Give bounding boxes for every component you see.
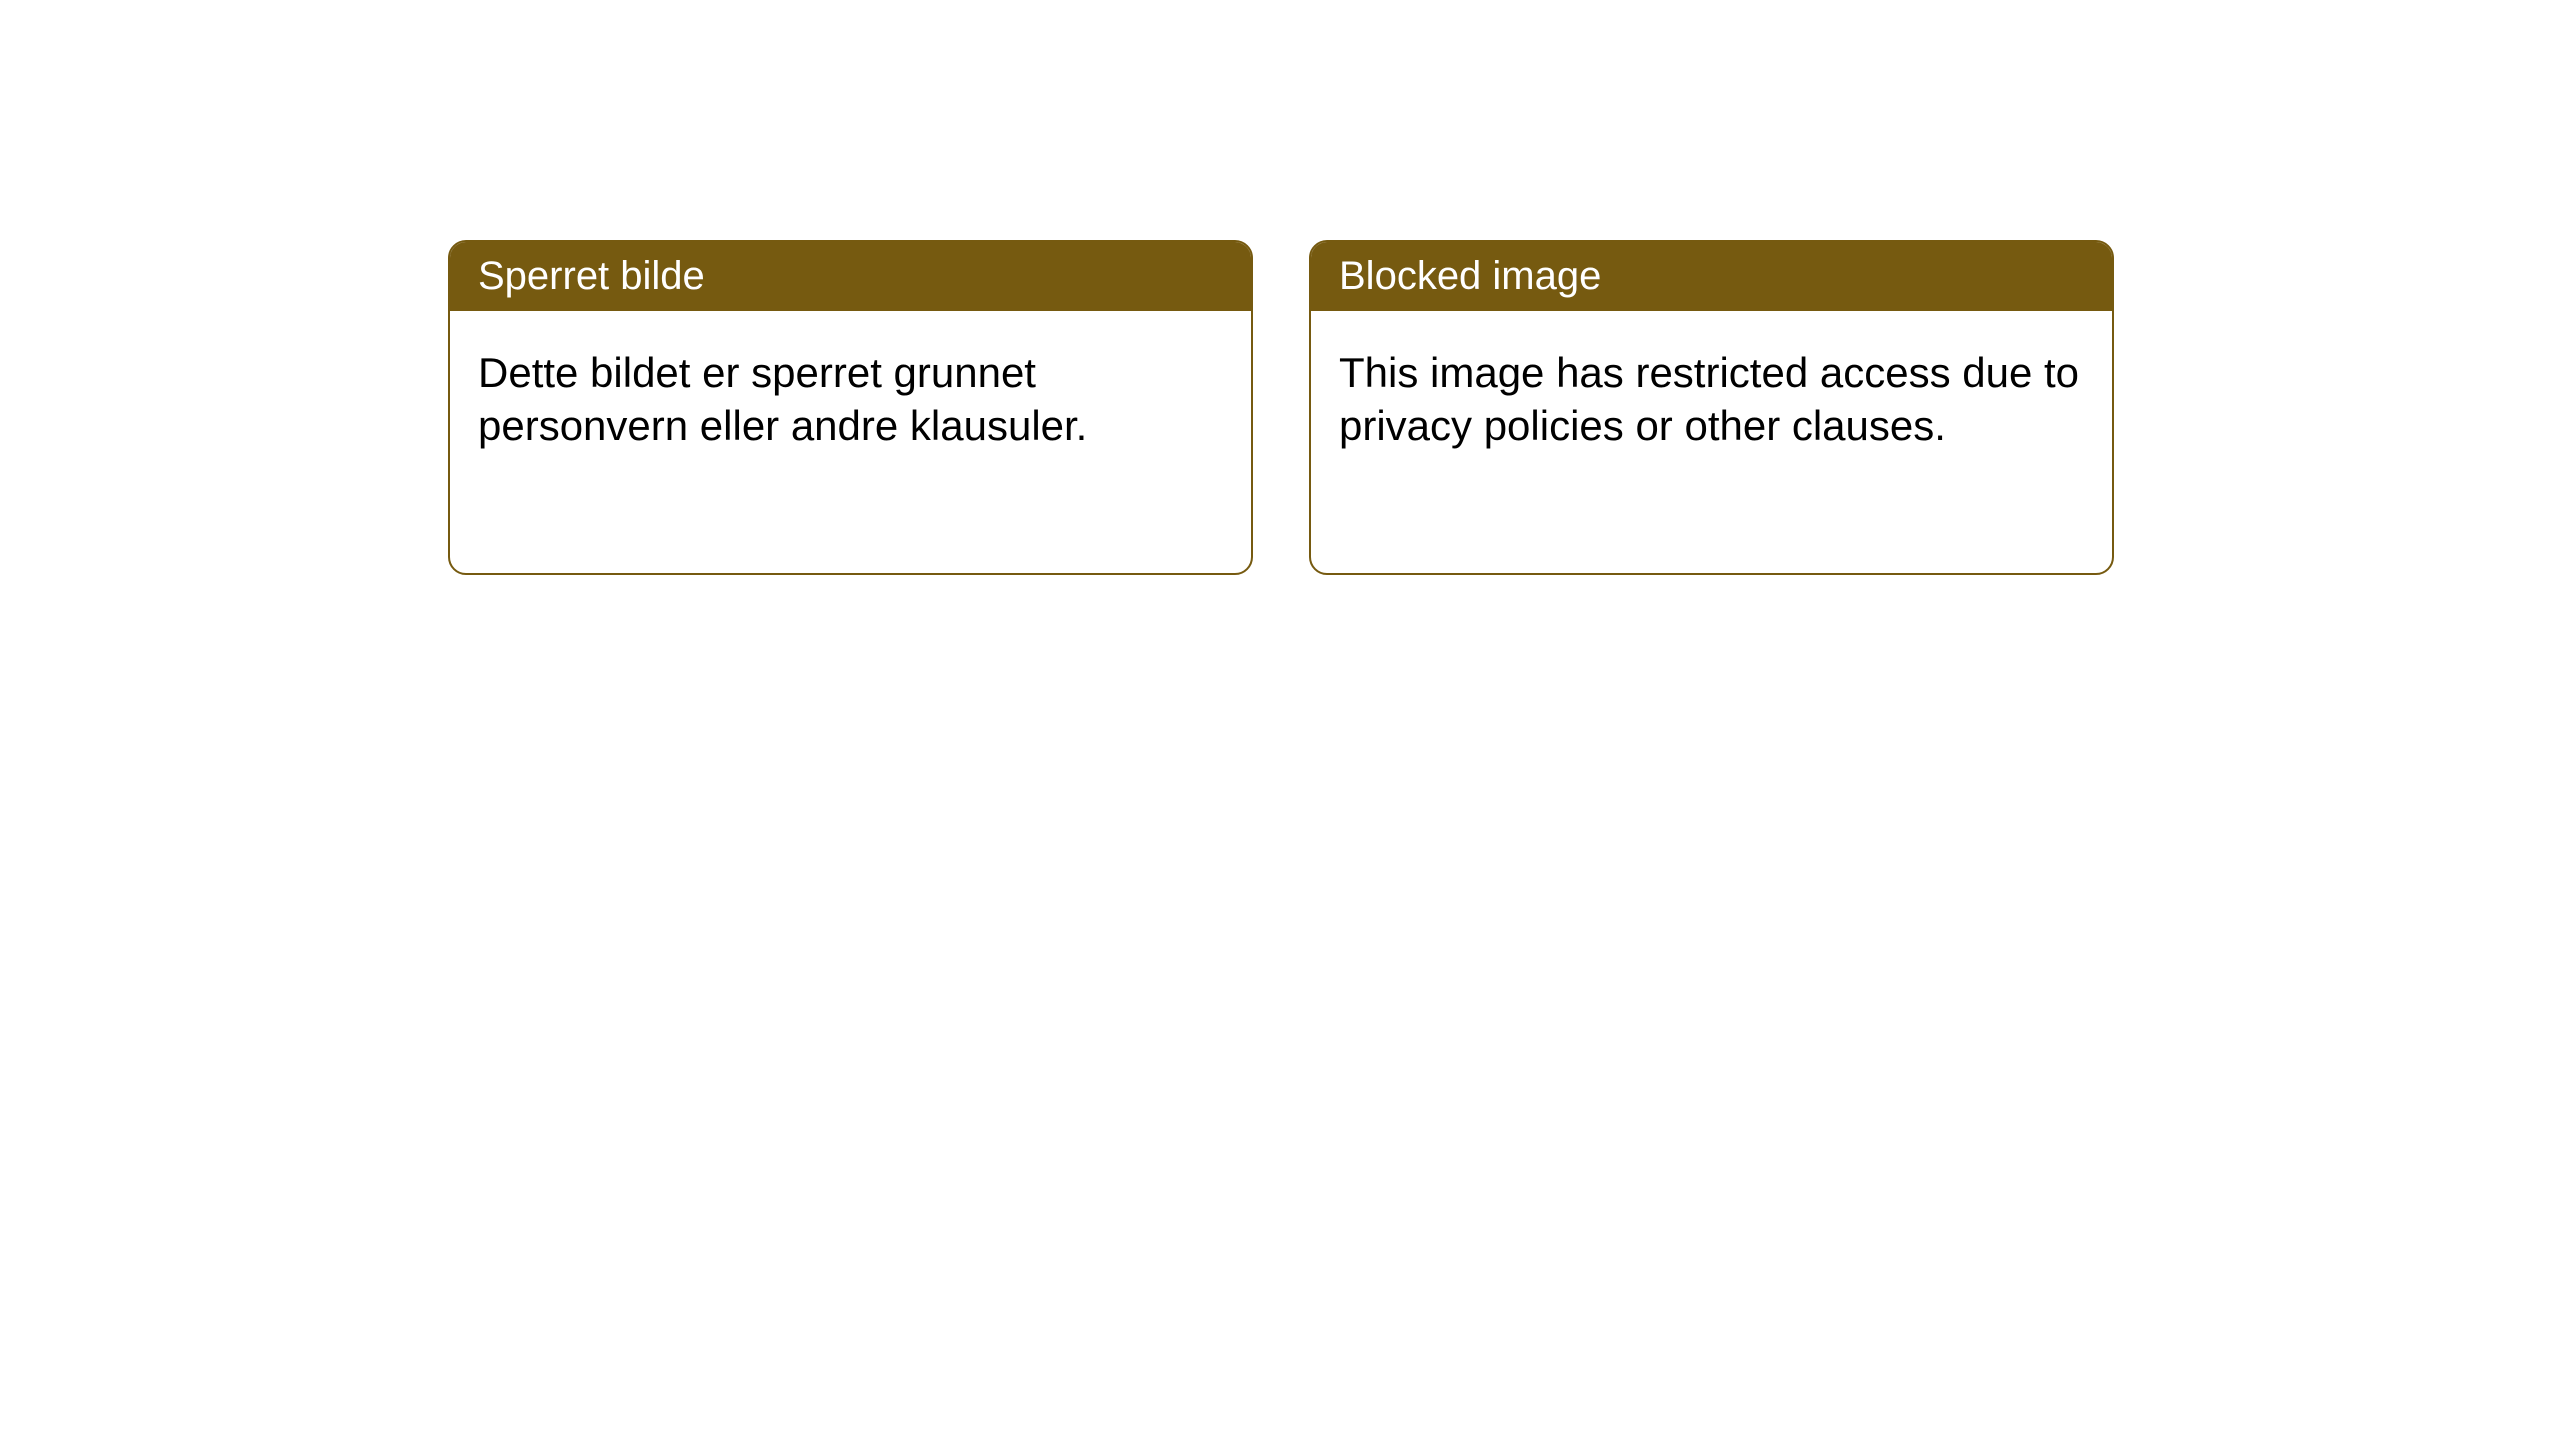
notice-header-english: Blocked image [1311,242,2112,311]
notice-text-english: This image has restricted access due to … [1339,349,2079,449]
notice-title-english: Blocked image [1339,254,1601,298]
notice-title-norwegian: Sperret bilde [478,254,705,298]
notice-header-norwegian: Sperret bilde [450,242,1251,311]
notice-text-norwegian: Dette bildet er sperret grunnet personve… [478,349,1087,449]
notice-card-norwegian: Sperret bilde Dette bildet er sperret gr… [448,240,1253,575]
notice-body-norwegian: Dette bildet er sperret grunnet personve… [450,311,1251,488]
notice-card-english: Blocked image This image has restricted … [1309,240,2114,575]
notice-body-english: This image has restricted access due to … [1311,311,2112,488]
notice-container: Sperret bilde Dette bildet er sperret gr… [0,0,2560,575]
